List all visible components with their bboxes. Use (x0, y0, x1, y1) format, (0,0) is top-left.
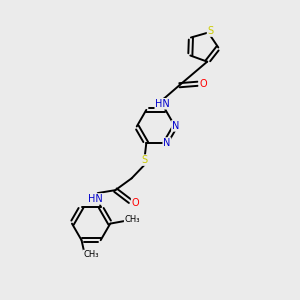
Text: CH₃: CH₃ (83, 250, 99, 260)
Text: S: S (208, 26, 214, 36)
Text: O: O (132, 198, 139, 208)
Text: HN: HN (155, 99, 170, 109)
Text: N: N (163, 138, 171, 148)
Text: N: N (172, 121, 179, 131)
Text: CH₃: CH₃ (124, 215, 140, 224)
Text: S: S (142, 155, 148, 165)
Text: O: O (199, 79, 207, 89)
Text: HN: HN (88, 194, 103, 204)
